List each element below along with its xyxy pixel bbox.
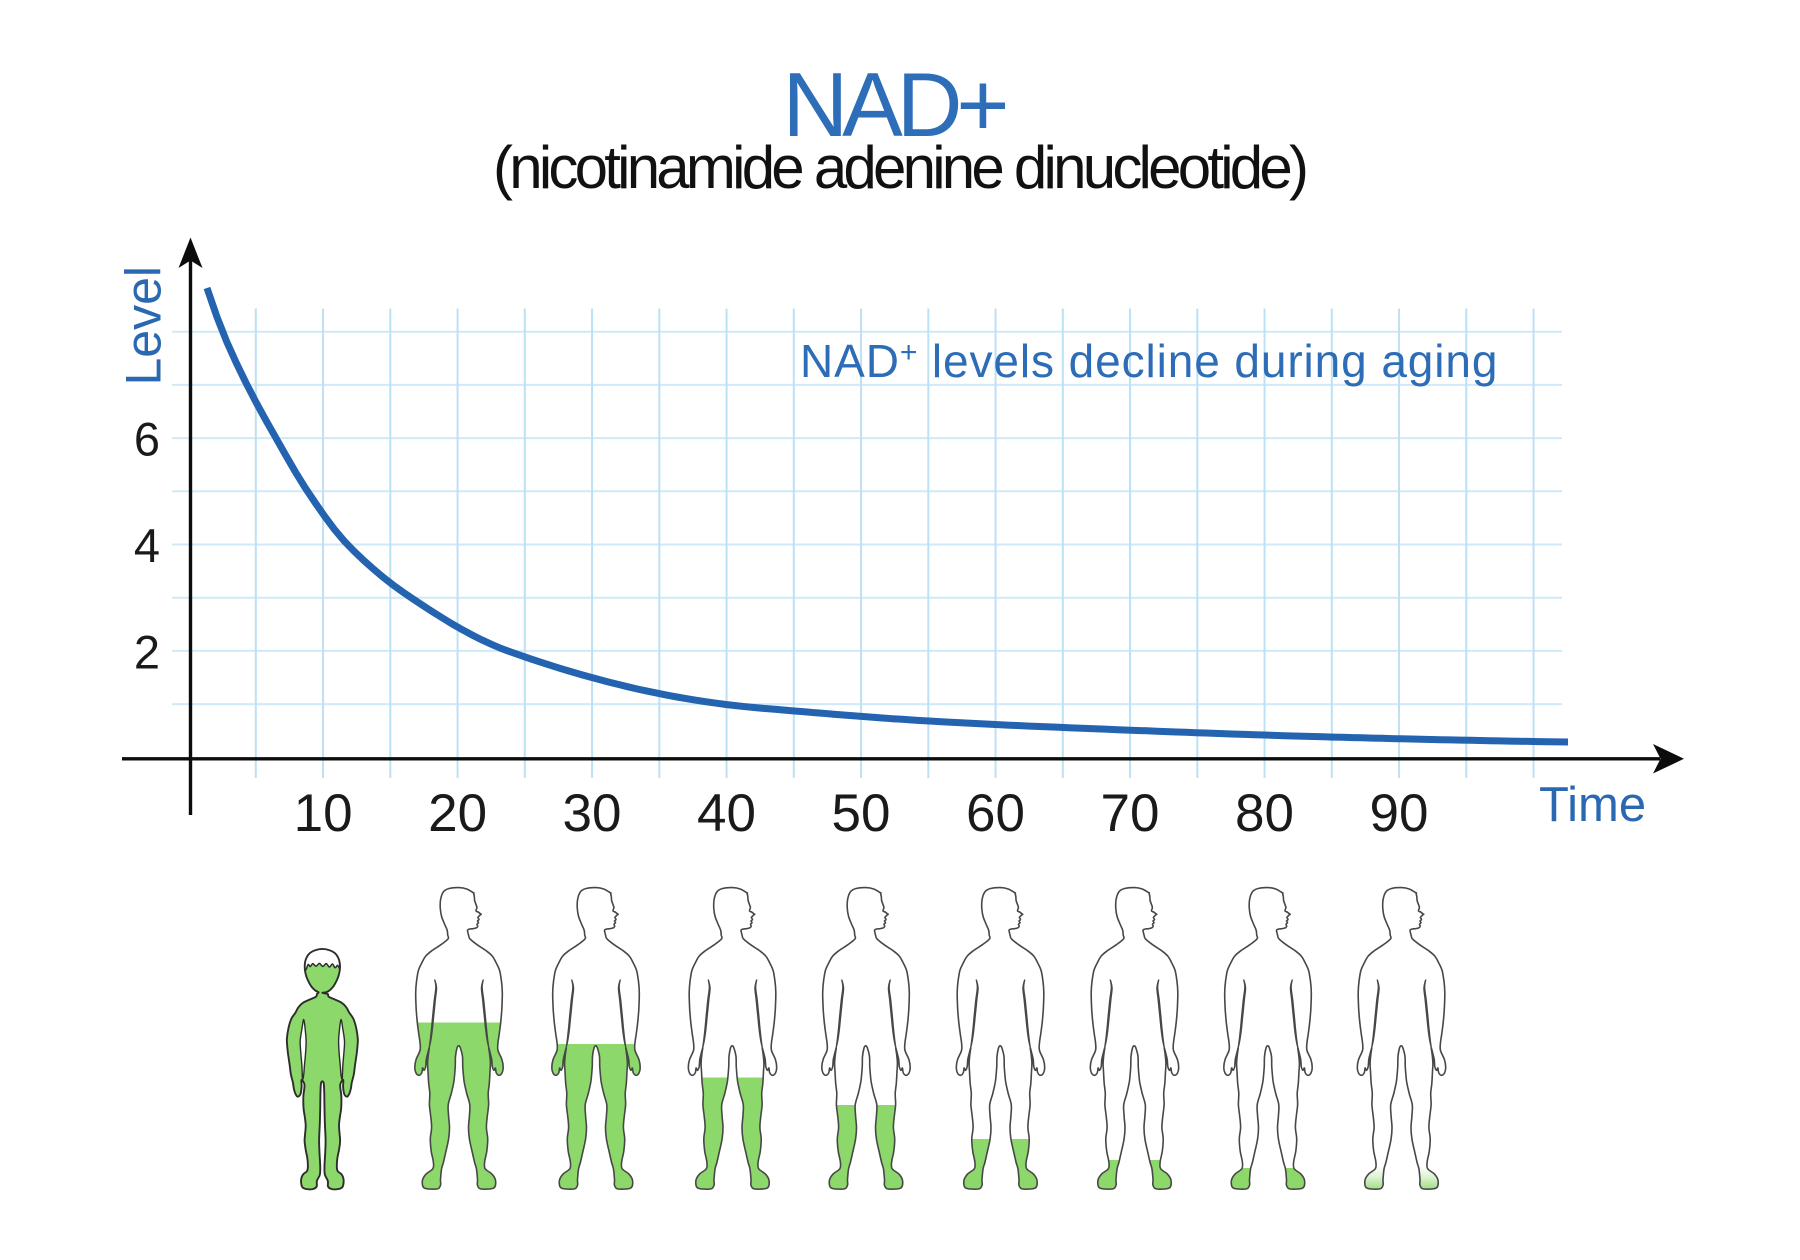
svg-text:NAD+: NAD+ bbox=[783, 55, 1010, 156]
svg-text:60: 60 bbox=[966, 784, 1025, 843]
svg-text:2: 2 bbox=[134, 625, 160, 678]
svg-text:4: 4 bbox=[134, 519, 160, 572]
svg-text:50: 50 bbox=[832, 784, 891, 843]
svg-text:40: 40 bbox=[697, 784, 756, 843]
svg-text:(nicotinamide adenine dinucleo: (nicotinamide adenine dinucleotide) bbox=[493, 134, 1309, 201]
svg-text:30: 30 bbox=[563, 784, 622, 843]
svg-text:20: 20 bbox=[428, 784, 487, 843]
svg-text:6: 6 bbox=[134, 413, 160, 466]
svg-text:Level: Level bbox=[116, 266, 172, 386]
svg-text:70: 70 bbox=[1101, 784, 1160, 843]
svg-text:Time: Time bbox=[1539, 778, 1646, 832]
svg-text:10: 10 bbox=[294, 784, 353, 843]
svg-text:80: 80 bbox=[1235, 784, 1294, 843]
svg-text:90: 90 bbox=[1370, 784, 1429, 843]
